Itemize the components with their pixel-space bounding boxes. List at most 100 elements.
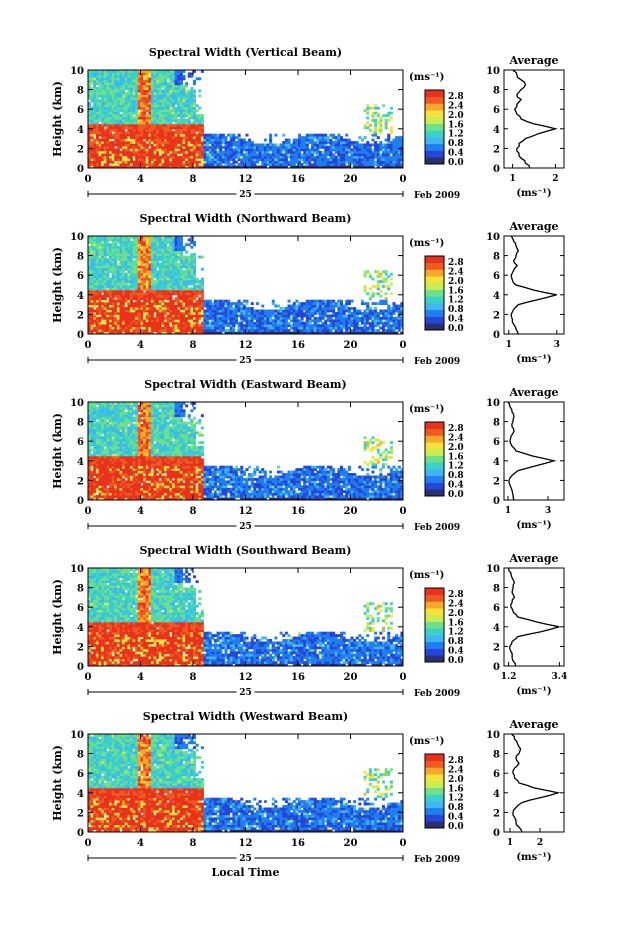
heatmap-cell bbox=[141, 148, 144, 151]
heatmap-cell bbox=[227, 312, 230, 315]
heatmap-cell bbox=[127, 285, 130, 288]
heatmap-cell bbox=[167, 151, 170, 154]
heatmap-cell bbox=[169, 241, 172, 244]
heatmap-cell bbox=[112, 136, 115, 139]
heatmap-cell bbox=[382, 148, 385, 151]
heatmap-cell bbox=[374, 153, 377, 156]
heatmap-cell bbox=[385, 114, 388, 117]
heatmap-cell bbox=[198, 290, 201, 293]
heatmap-cell bbox=[340, 163, 343, 166]
heatmap-cell bbox=[277, 322, 280, 325]
heatmap-cell bbox=[232, 156, 235, 159]
heatmap-cell bbox=[154, 246, 157, 249]
heatmap-cell bbox=[261, 319, 264, 322]
heatmap-cell bbox=[193, 310, 196, 313]
heatmap-cell bbox=[96, 238, 99, 241]
heatmap-cell bbox=[222, 312, 225, 315]
heatmap-cells bbox=[88, 70, 403, 168]
heatmap-cell bbox=[91, 248, 94, 251]
heatmap-cell bbox=[372, 163, 375, 166]
heatmap-cell bbox=[298, 302, 301, 305]
heatmap-cell bbox=[159, 82, 162, 85]
heatmap-cell bbox=[143, 241, 146, 244]
heatmap-cell bbox=[112, 312, 115, 315]
heatmap-cell bbox=[109, 261, 112, 264]
heatmap-cell bbox=[93, 278, 96, 281]
heatmap-cell bbox=[159, 85, 162, 88]
heatmap-cell bbox=[306, 146, 309, 149]
heatmap-cell bbox=[141, 283, 144, 286]
heatmap-cell bbox=[114, 305, 117, 308]
heatmap-cell bbox=[127, 85, 130, 88]
heatmap-cell bbox=[183, 131, 186, 134]
heatmap-cell bbox=[93, 243, 96, 246]
heatmap-cell bbox=[93, 141, 96, 144]
heatmap-cell bbox=[204, 158, 207, 161]
heatmap-cell bbox=[127, 136, 130, 139]
heatmap-cell bbox=[167, 77, 170, 80]
heatmap-cell bbox=[101, 261, 104, 264]
heatmap-cell bbox=[188, 95, 191, 98]
heatmap-cell bbox=[369, 158, 372, 161]
heatmap-cell bbox=[133, 141, 136, 144]
heatmap-cell bbox=[125, 92, 128, 95]
heatmap-cell bbox=[162, 243, 165, 246]
heatmap-cell bbox=[201, 146, 204, 149]
heatmap-cell bbox=[164, 129, 167, 132]
heatmap-cell bbox=[146, 258, 149, 261]
heatmap-cell bbox=[159, 136, 162, 139]
heatmap-cell bbox=[190, 278, 193, 281]
heatmap-cell bbox=[125, 153, 128, 156]
heatmap-cell bbox=[306, 314, 309, 317]
heatmap-cell bbox=[148, 275, 151, 278]
heatmap-cell bbox=[183, 146, 186, 149]
heatmap-cell bbox=[117, 290, 120, 293]
heatmap-cell bbox=[177, 104, 180, 107]
heatmap-cell bbox=[143, 248, 146, 251]
heatmap-cell bbox=[390, 141, 393, 144]
heatmap-cell bbox=[198, 297, 201, 300]
heatmap-cell bbox=[122, 248, 125, 251]
heatmap-cell bbox=[177, 295, 180, 298]
heatmap-cell bbox=[230, 302, 233, 305]
heatmap-cell bbox=[214, 329, 217, 332]
heatmap-cell bbox=[112, 243, 115, 246]
heatmap-cell bbox=[183, 134, 186, 137]
heatmap-cell bbox=[167, 278, 170, 281]
heatmap-cell bbox=[141, 246, 144, 249]
heatmap-cell bbox=[125, 158, 128, 161]
heatmap-cell bbox=[148, 324, 151, 327]
heatmap-cell bbox=[175, 121, 178, 124]
heatmap-cell bbox=[316, 324, 319, 327]
heatmap-cell bbox=[322, 139, 325, 142]
heatmap-cell bbox=[162, 161, 165, 164]
heatmap-cell bbox=[112, 297, 115, 300]
heatmap-cell bbox=[112, 278, 115, 281]
heatmap-cell bbox=[225, 146, 228, 149]
heatmap-cell bbox=[238, 327, 241, 330]
heatmap-cell bbox=[330, 322, 333, 325]
heatmap-cell bbox=[109, 131, 112, 134]
heatmap-cell bbox=[225, 156, 228, 159]
heatmap-cell bbox=[227, 144, 230, 147]
heatmap-cell bbox=[104, 329, 107, 332]
heatmap-cell bbox=[177, 102, 180, 105]
heatmap-cell bbox=[201, 278, 204, 281]
heatmap-cell bbox=[175, 124, 178, 127]
heatmap-cell bbox=[188, 117, 191, 120]
heatmap-cell bbox=[322, 305, 325, 308]
heatmap-cell bbox=[151, 151, 154, 154]
heatmap-cell bbox=[185, 317, 188, 320]
heatmap-cell bbox=[298, 151, 301, 154]
heatmap-cell bbox=[369, 129, 372, 132]
heatmap-cell bbox=[114, 107, 117, 110]
heatmap-cell bbox=[127, 258, 130, 261]
heatmap-cell bbox=[96, 146, 99, 149]
heatmap-cell bbox=[183, 117, 186, 120]
heatmap-cell bbox=[177, 268, 180, 271]
heatmap-cell bbox=[183, 297, 186, 300]
heatmap-cell bbox=[127, 310, 130, 313]
heatmap-cell bbox=[135, 124, 138, 127]
heatmap-cell bbox=[101, 163, 104, 166]
heatmap-cell bbox=[361, 139, 364, 142]
